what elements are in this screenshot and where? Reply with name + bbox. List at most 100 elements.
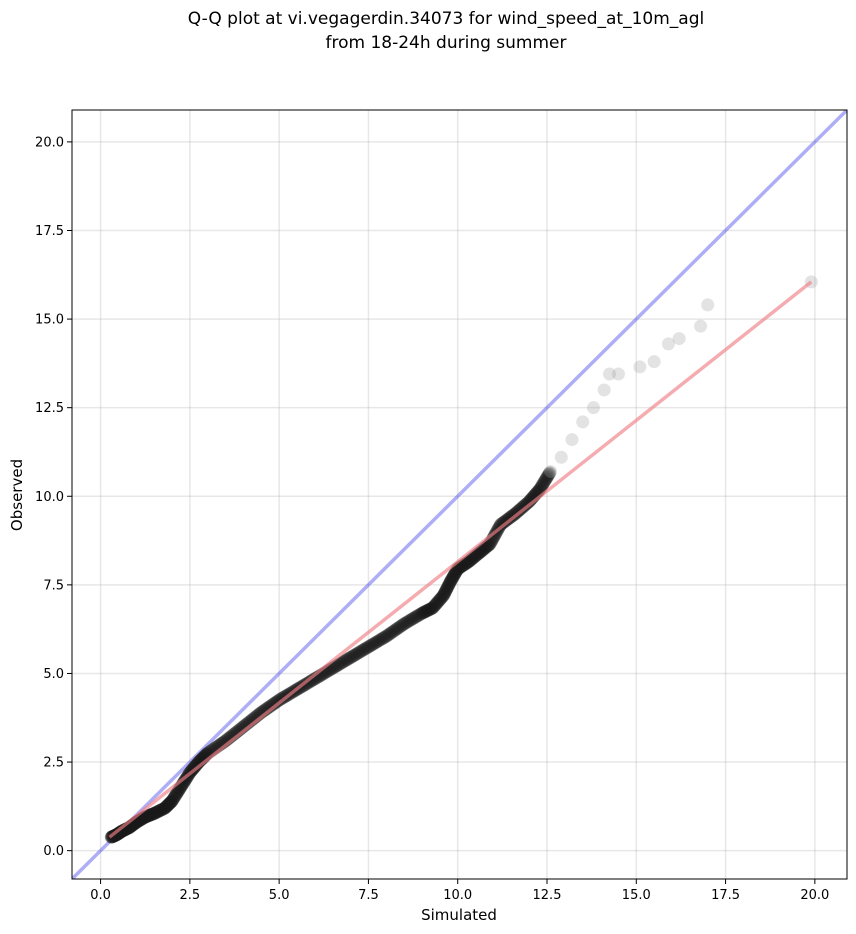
quantile-point (333, 657, 347, 671)
quantile-point (544, 464, 558, 478)
quantile-point (158, 801, 172, 815)
quantile-point (400, 615, 414, 629)
quantile-point (158, 801, 172, 815)
quantile-point (363, 639, 377, 653)
quantile-point (336, 655, 350, 669)
quantile-point (439, 584, 453, 598)
quantile-point (329, 659, 343, 673)
plot-area (72, 110, 847, 879)
quantile-point (144, 808, 158, 822)
quantile-point (466, 551, 480, 565)
quantile-point (109, 828, 123, 842)
y-axis-label: Observed (8, 459, 26, 531)
quantile-point (536, 478, 550, 492)
quantile-point (495, 517, 509, 531)
y-tick-label: 10.0 (35, 490, 64, 505)
quantile-point (437, 587, 451, 601)
quantile-point (141, 809, 155, 823)
quantile-point (341, 652, 355, 666)
quantile-point (478, 542, 491, 556)
quantile-point (701, 298, 715, 312)
x-tick-label: 2.5 (180, 888, 201, 903)
quantile-point (457, 558, 471, 572)
quantile-point (463, 553, 477, 567)
quantile-point (425, 601, 439, 615)
quantile-point (461, 555, 475, 569)
quantile-point (538, 473, 552, 487)
quantile-point (143, 808, 157, 822)
y-tick-label: 15.0 (35, 313, 64, 328)
quantile-point (345, 650, 359, 664)
quantile-point (441, 580, 455, 594)
quantile-point (450, 564, 464, 578)
quantile-point (470, 547, 484, 561)
quantile-point (378, 630, 392, 644)
chart-title-line1: Q-Q plot at vi.vegagerdin.34073 for wind… (188, 9, 704, 29)
quantile-point (541, 469, 555, 483)
quantile-point (468, 550, 482, 564)
y-tick-label: 5.0 (43, 667, 64, 682)
quantile-point (163, 796, 177, 810)
quantile-point (694, 319, 708, 333)
quantile-point (449, 565, 463, 579)
quantile-point (140, 809, 154, 823)
quantile-point (394, 619, 408, 633)
quantile-point (433, 593, 447, 607)
quantile-point (448, 567, 462, 581)
quantile-point (373, 633, 387, 647)
quantile-point (520, 497, 534, 511)
quantile-point (348, 648, 362, 662)
quantile-point (382, 627, 396, 641)
fit-line (108, 280, 813, 839)
quantile-point (440, 581, 454, 595)
quantile-point (436, 588, 450, 602)
quantile-point (536, 476, 550, 490)
quantile-point (149, 806, 163, 820)
quantile-point (155, 802, 169, 816)
y-tick-label: 12.5 (35, 401, 64, 416)
quantile-point (166, 793, 180, 807)
quantile-point (369, 635, 383, 649)
quantile-point (164, 795, 178, 809)
quantile-point (419, 604, 433, 618)
quantile-point (412, 608, 426, 622)
quantile-point (672, 332, 686, 346)
quantile-point (170, 786, 184, 800)
quantile-point (271, 694, 285, 708)
quantile-point (113, 826, 127, 840)
quantile-point (146, 807, 160, 821)
quantile-point (441, 579, 455, 593)
quantile-point (422, 603, 436, 617)
quantile-point (469, 548, 483, 562)
quantile-point (153, 803, 167, 817)
quantile-point (445, 572, 459, 586)
quantile-point (537, 475, 551, 489)
quantile-point (417, 605, 431, 619)
quantile-point (517, 499, 531, 513)
quantile-point (423, 602, 437, 616)
quantile-point (444, 574, 458, 588)
quantile-point (361, 640, 375, 654)
quantile-point (148, 806, 162, 820)
quantile-point (409, 610, 423, 624)
quantile-point (159, 800, 173, 814)
quantile-point (161, 798, 175, 812)
quantile-point (603, 367, 616, 381)
quantile-point (586, 401, 600, 415)
chart-title-line2: from 18-24h during summer (326, 33, 567, 53)
quantile-point (443, 576, 457, 590)
quantile-point (169, 788, 183, 802)
quantile-point (189, 759, 203, 773)
quantile-point (399, 616, 413, 630)
quantile-point (350, 647, 364, 661)
quantile-point (442, 577, 456, 591)
quantile-point (444, 573, 458, 587)
quantile-point (151, 805, 165, 819)
quantile-point (424, 602, 438, 616)
quantile-point (111, 827, 125, 841)
quantile-point (521, 496, 535, 510)
quantile-point (360, 641, 374, 655)
quantile-point (465, 552, 479, 566)
quantile-point (447, 569, 461, 583)
